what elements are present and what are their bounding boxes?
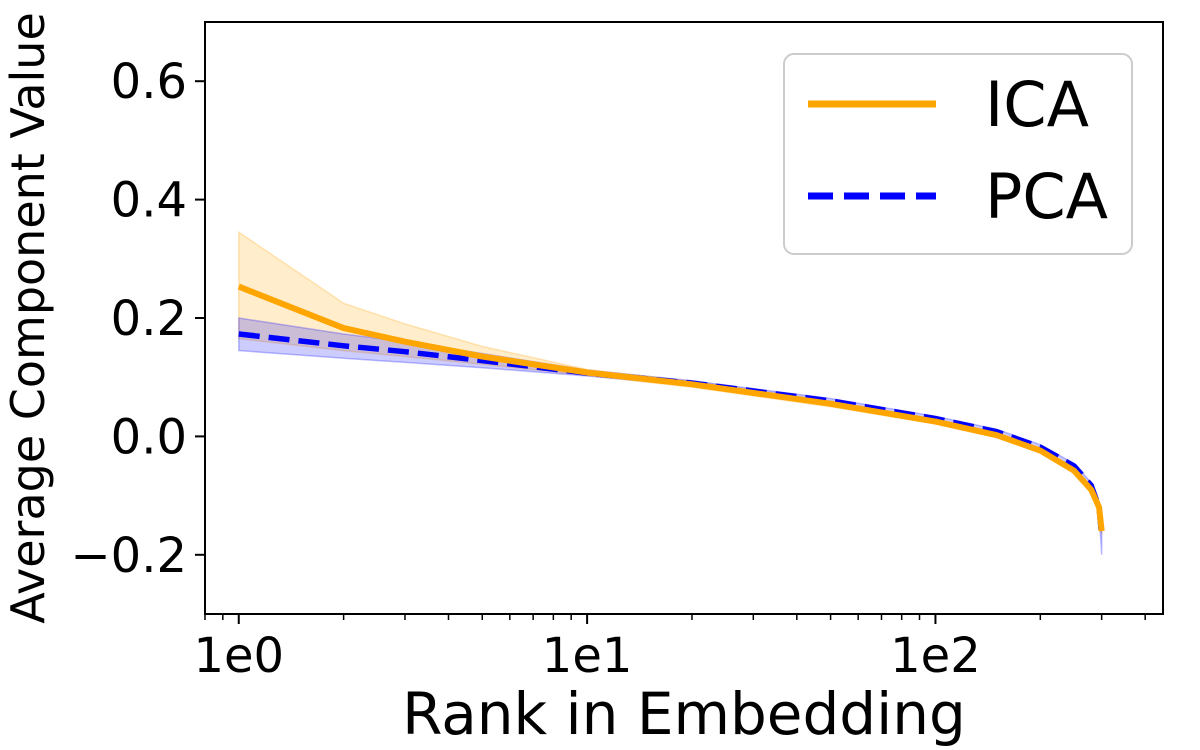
confidence-bands <box>238 230 1103 555</box>
y-axis-title: Average Component Value <box>1 12 55 624</box>
series-lines <box>237 283 1105 538</box>
legend: ICA PCA <box>783 53 1133 255</box>
y-axis: −0.2 0.0 0.2 0.4 0.6 <box>70 54 205 584</box>
y-tick-label: −0.2 <box>70 528 187 584</box>
x-axis: 1e0 1e1 1e2 <box>193 614 1146 684</box>
pca-confidence-band <box>238 317 1103 555</box>
pca-line <box>238 331 1105 538</box>
y-tick-label: 0.0 <box>111 409 187 465</box>
y-tick-label: 0.4 <box>111 173 187 229</box>
x-tick-label: 1e2 <box>890 628 981 684</box>
ica-line <box>237 283 1105 532</box>
y-tick-label: 0.2 <box>111 291 187 347</box>
legend-ica-label: ICA <box>985 68 1089 141</box>
x-tick-label: 1e0 <box>193 628 284 684</box>
x-tick-label: 1e1 <box>542 628 633 684</box>
x-axis-title: Rank in Embedding <box>402 680 966 748</box>
legend-pca-label: PCA <box>985 160 1108 233</box>
y-tick-label: 0.6 <box>111 54 187 110</box>
